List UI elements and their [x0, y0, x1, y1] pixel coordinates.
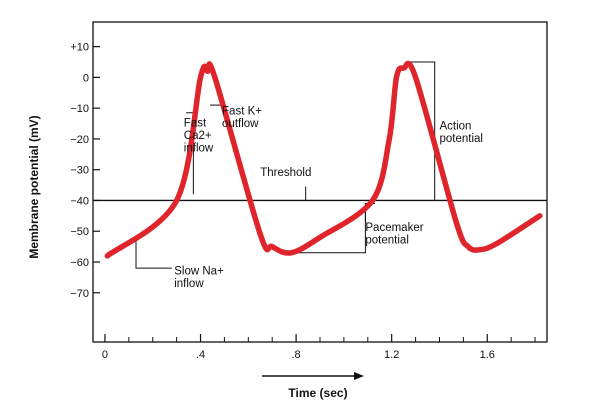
x-tick-label: 1.6	[480, 349, 495, 361]
plot-frame	[92, 21, 548, 343]
annotation-label: Action potential	[439, 121, 482, 146]
y-tick-label: −60	[70, 257, 89, 269]
annotation-label: Slow Na+ inflow	[174, 265, 224, 290]
x-axis-title: Time (sec)	[288, 386, 347, 400]
annotation-label: Threshold	[260, 167, 311, 179]
y-tick-label: −40	[70, 195, 89, 207]
x-tick-label: .4	[196, 349, 205, 361]
y-tick-label: +10	[70, 42, 89, 54]
annotation-label: Fast Ca2+ inflow	[184, 118, 214, 155]
y-axis-title: Membrane potential (mV)	[27, 115, 41, 258]
na-inflow-leader	[135, 237, 172, 269]
annotation-label: Fast K+ outflow	[222, 105, 262, 130]
y-tick-label: −30	[70, 165, 89, 177]
y-tick-label: −10	[70, 103, 89, 115]
y-tick-label: −20	[70, 134, 89, 146]
y-tick-label: −70	[70, 288, 89, 300]
x-tick-label: .8	[292, 349, 301, 361]
x-tick-label: 1.2	[384, 349, 399, 361]
y-tick-label: 0	[83, 72, 89, 84]
time-direction-arrowhead	[354, 372, 364, 380]
y-tick-label: −50	[70, 226, 89, 238]
x-tick-label: 0	[102, 349, 108, 361]
membrane-potential-series-line	[104, 60, 543, 259]
annotation-label: Pacemaker potential	[365, 222, 423, 247]
